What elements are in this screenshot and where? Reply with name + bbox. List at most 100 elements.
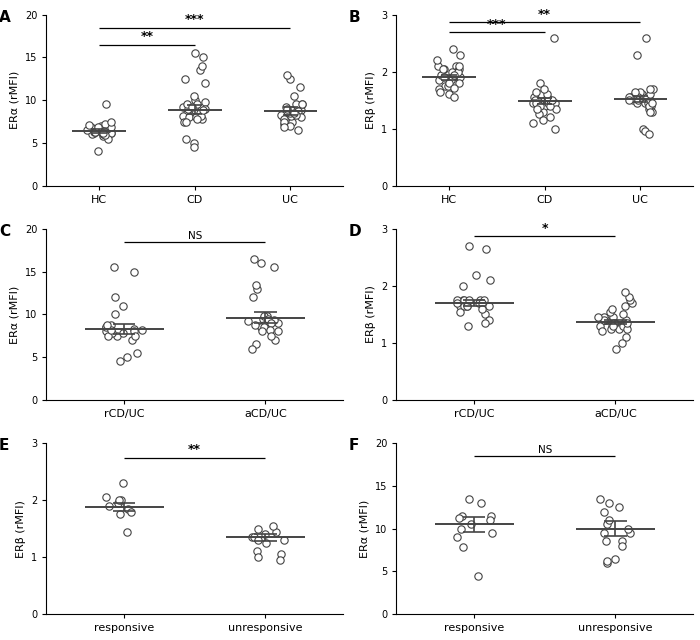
Point xyxy=(116,495,127,506)
Point xyxy=(136,324,148,335)
Point xyxy=(274,555,286,565)
Point xyxy=(461,301,472,311)
Point xyxy=(452,295,463,305)
Point xyxy=(539,92,550,102)
Point xyxy=(177,111,188,121)
Point xyxy=(454,513,465,524)
Point xyxy=(598,315,610,325)
Point xyxy=(457,281,468,291)
Point xyxy=(128,324,139,334)
Point xyxy=(197,61,208,71)
Point xyxy=(643,129,655,140)
Point xyxy=(262,311,273,321)
Point xyxy=(463,241,474,252)
Point xyxy=(463,493,475,504)
Point xyxy=(295,106,307,116)
Point xyxy=(646,106,657,116)
Point xyxy=(246,532,258,542)
Point xyxy=(542,98,553,108)
Point xyxy=(118,478,129,488)
Point xyxy=(92,147,104,157)
Point xyxy=(266,331,277,341)
Point xyxy=(129,326,140,337)
Point xyxy=(598,528,610,538)
Point xyxy=(92,122,103,132)
Point xyxy=(101,319,112,330)
Y-axis label: ERα (rMFI): ERα (rMFI) xyxy=(9,71,20,129)
Point xyxy=(531,98,542,108)
Point xyxy=(105,122,116,132)
Point xyxy=(602,556,613,566)
Point xyxy=(638,124,649,134)
Point xyxy=(181,116,192,127)
Point xyxy=(609,318,620,328)
Point xyxy=(104,501,115,511)
Point xyxy=(86,129,97,140)
Y-axis label: ERβ (rMFI): ERβ (rMFI) xyxy=(365,285,376,344)
Point xyxy=(624,528,636,538)
Point xyxy=(644,84,655,94)
Point xyxy=(596,326,608,337)
Point xyxy=(99,119,110,129)
Point xyxy=(106,324,117,335)
Point xyxy=(195,65,206,76)
Point xyxy=(268,262,279,273)
Point xyxy=(249,319,260,330)
Point xyxy=(619,318,630,328)
Point xyxy=(631,49,643,60)
Point xyxy=(199,104,211,114)
Point xyxy=(251,284,262,294)
Point xyxy=(275,549,286,559)
Point xyxy=(633,92,644,102)
Point xyxy=(248,254,260,264)
Point xyxy=(272,326,284,337)
Point xyxy=(189,95,200,106)
Point xyxy=(281,70,293,80)
Point xyxy=(186,102,197,112)
Point xyxy=(642,98,653,108)
Point xyxy=(531,86,542,97)
Point xyxy=(272,318,284,328)
Point xyxy=(632,95,643,106)
Point xyxy=(438,64,449,74)
Point xyxy=(550,98,561,108)
Point xyxy=(639,126,650,136)
Point xyxy=(277,112,288,122)
Point xyxy=(541,90,552,100)
Point xyxy=(473,298,484,308)
Y-axis label: ERβ (rMFI): ERβ (rMFI) xyxy=(15,500,26,557)
Point xyxy=(97,126,108,136)
Point xyxy=(258,322,270,332)
Point xyxy=(606,324,617,334)
Point xyxy=(627,95,638,106)
Point xyxy=(108,262,120,273)
Point xyxy=(456,524,467,534)
Point xyxy=(604,307,615,317)
Point xyxy=(447,72,458,83)
Point xyxy=(621,332,632,342)
Point xyxy=(103,134,114,144)
Point xyxy=(290,109,302,120)
Point xyxy=(278,122,289,132)
Point xyxy=(466,519,477,529)
Point xyxy=(461,301,472,311)
Point xyxy=(617,541,628,551)
Point xyxy=(126,335,137,345)
Point xyxy=(112,498,123,508)
Point xyxy=(623,292,634,303)
Point xyxy=(462,321,473,331)
Point xyxy=(97,131,108,141)
Point xyxy=(178,116,189,127)
Point xyxy=(243,316,254,326)
Point xyxy=(198,106,209,116)
Text: ***: *** xyxy=(487,17,507,31)
Point xyxy=(97,129,108,140)
Point xyxy=(448,83,459,93)
Point xyxy=(444,78,455,88)
Text: ***: *** xyxy=(185,13,204,26)
Point xyxy=(268,316,279,326)
Point xyxy=(598,506,610,516)
Point xyxy=(101,326,112,337)
Point xyxy=(620,301,631,311)
Point xyxy=(246,344,258,354)
